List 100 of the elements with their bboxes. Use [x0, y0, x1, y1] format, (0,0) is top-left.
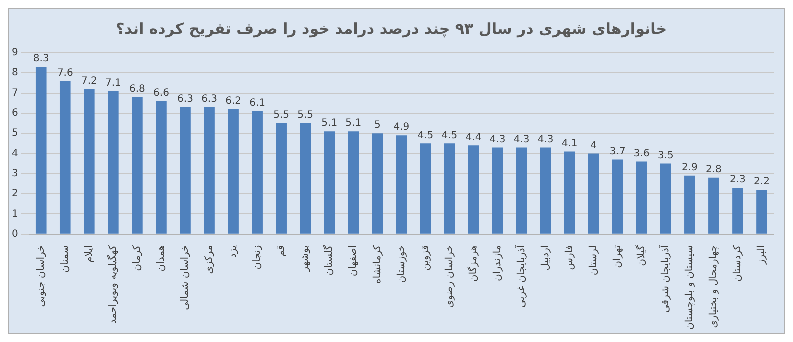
data-label: 7.6: [57, 68, 74, 79]
y-tick-label: 0: [12, 228, 18, 240]
x-tick-label: آذربایجان غربی: [514, 244, 528, 308]
bar: [468, 146, 480, 234]
x-tick-label: اردبیل: [540, 245, 552, 271]
y-tick-label: 8: [12, 68, 18, 79]
x-tick-label: همدان: [156, 245, 168, 272]
y-tick-label: 3: [12, 168, 18, 180]
data-label: 8.3: [33, 54, 50, 65]
x-tick-label: کردستان: [732, 245, 744, 282]
data-label: 3.7: [610, 146, 626, 158]
y-tick-label: 2: [12, 188, 18, 200]
bar: [204, 107, 215, 234]
x-tick-label: بوشهر: [300, 245, 312, 273]
x-tick-label: چهارمحال و بختیاری: [708, 245, 720, 328]
data-label: 5: [374, 120, 381, 132]
bar: [732, 188, 744, 234]
bar: [444, 144, 456, 234]
bar: [660, 164, 672, 234]
data-label: 2.3: [730, 174, 746, 186]
data-label: 5.1: [322, 118, 338, 130]
data-label: 4: [590, 140, 598, 152]
x-tick-label: لرستان: [588, 245, 600, 276]
data-label: 4.1: [562, 138, 578, 150]
data-label: 3.6: [634, 148, 650, 160]
bar: [564, 152, 576, 234]
data-label: 2.9: [682, 162, 698, 174]
bar: [228, 109, 239, 234]
x-tick-label: فارس: [564, 245, 576, 270]
bar: [588, 154, 600, 234]
bar: [396, 136, 408, 234]
x-tick-label: زنجان: [252, 245, 264, 270]
x-tick-label: سمنان: [60, 245, 71, 273]
x-tick-label: خراسان جنوبی: [36, 245, 47, 308]
data-label: 6.3: [178, 94, 194, 105]
bar: [156, 101, 167, 234]
bar: [684, 176, 696, 234]
data-label: 5.5: [274, 110, 290, 122]
data-label: 7.2: [81, 76, 98, 87]
bar: [540, 148, 552, 234]
data-label: 6.3: [202, 94, 218, 105]
x-tick-label: خراسان رضوی: [444, 245, 456, 308]
x-tick-label: خراسان شمالی: [180, 245, 192, 310]
x-tick-label: ایلام: [84, 245, 96, 264]
data-label: 6.8: [130, 84, 146, 95]
x-tick-label: قزوین: [420, 245, 432, 271]
data-label: 2.2: [754, 176, 770, 188]
bar: [516, 148, 528, 234]
data-label: 2.8: [706, 164, 722, 176]
x-tick-label: آذربایجان شرقی: [658, 244, 672, 314]
data-label: 4.5: [442, 130, 458, 142]
bar: [108, 91, 119, 234]
data-label: 3.5: [658, 150, 674, 162]
bar: [420, 144, 432, 234]
bar: [252, 111, 263, 234]
data-label: 6.2: [226, 96, 242, 108]
bar: [324, 132, 336, 234]
bar: [276, 124, 287, 234]
bar: [372, 134, 384, 234]
data-label: 4.4: [466, 132, 482, 144]
x-tick-label: گیلان: [635, 245, 648, 266]
data-label: 5.5: [298, 110, 314, 122]
x-tick-label: هرمزگان: [467, 245, 480, 282]
x-tick-label: تهران: [612, 245, 624, 268]
x-tick-label: مازندران: [492, 245, 504, 282]
x-tick-label: خوزستان: [396, 245, 408, 284]
x-tick-label: اصفهان: [348, 245, 360, 277]
x-tick-label: مرکزی: [204, 245, 216, 274]
data-label: 4.3: [538, 134, 554, 146]
bar: [60, 81, 71, 234]
x-tick-label: کرمانشاه: [372, 245, 384, 284]
data-label: 6.1: [250, 98, 266, 110]
data-label: 4.5: [418, 130, 434, 142]
bar: [708, 178, 720, 234]
bar: [756, 190, 768, 234]
chart-title: خانوارهای شهری در سال ۹۳ چند درصد درامد خود را صرف تفریح کرده اند؟: [116, 20, 668, 38]
bar: [180, 107, 191, 234]
x-tick-label: گلستان: [323, 245, 336, 276]
bar: [636, 162, 648, 234]
bar: [132, 97, 143, 234]
data-label: 4.3: [490, 134, 506, 146]
x-tick-label: کرمان: [132, 245, 144, 272]
y-tick-label: 4: [12, 148, 18, 160]
x-tick-label: یزد: [228, 245, 240, 258]
bar: [612, 160, 624, 234]
y-tick-label: 5: [12, 128, 18, 140]
y-tick-label: 6: [12, 108, 18, 120]
bar: [492, 148, 504, 234]
bar: [84, 89, 95, 234]
x-tick-label: البرز: [756, 245, 768, 266]
y-tick-label: 7: [12, 88, 18, 99]
x-tick-label: کهگیلویه وبویراحمد: [107, 245, 120, 324]
x-tick-label: سیستان و بلوچستان: [684, 245, 696, 330]
bar: [300, 124, 312, 234]
data-label: 7.1: [105, 78, 122, 89]
bar: [36, 67, 47, 234]
data-label: 6.6: [154, 88, 170, 99]
data-label: 4.3: [514, 134, 530, 146]
y-tick-label: 1: [12, 208, 18, 220]
bar: [348, 132, 360, 234]
